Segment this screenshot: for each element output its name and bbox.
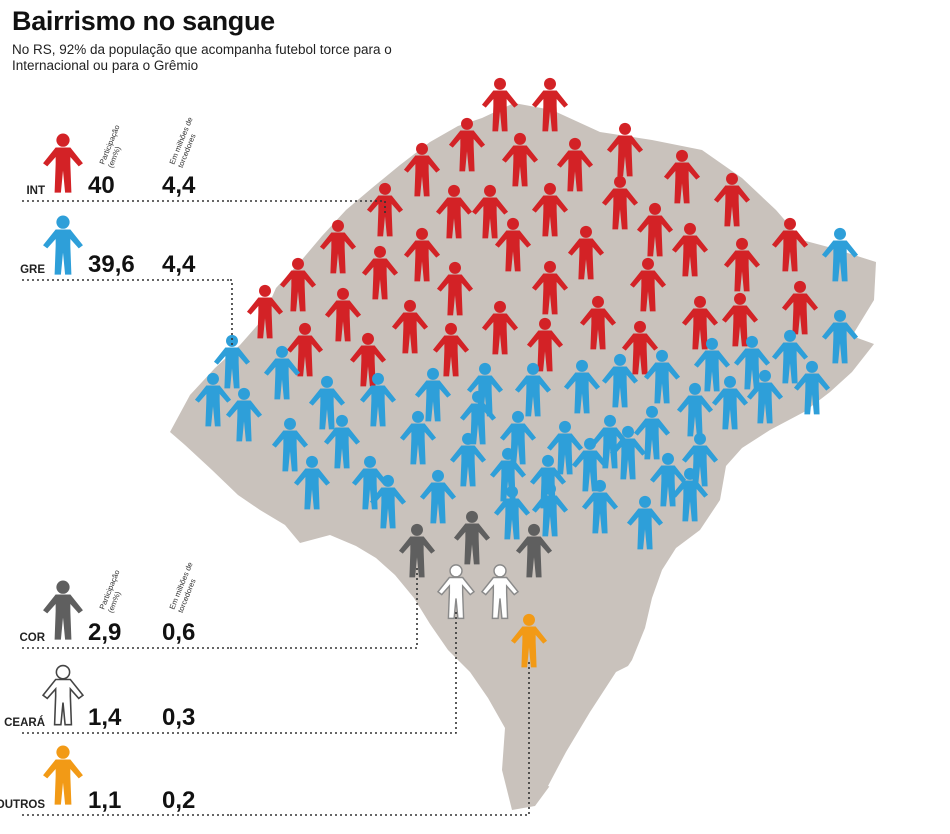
legend-team-int: INT <box>26 185 45 197</box>
lagoon-south <box>548 660 640 790</box>
legend-team-cor: COR <box>19 632 45 644</box>
column-header-fans-bottom: Em milhões detorcedores <box>168 561 204 614</box>
legend-fans-gre: 4,4 <box>162 251 196 278</box>
leader-line-cor <box>230 568 418 649</box>
legend-icon-int <box>43 133 83 193</box>
lagoon <box>645 440 812 640</box>
legend-fans-cor: 0,6 <box>162 619 195 646</box>
leader-line-gre <box>230 279 233 345</box>
legend-fans-outros: 0,2 <box>162 787 195 814</box>
legend-icon-ceara <box>42 664 84 726</box>
legend-team-gre: GRE <box>20 264 45 276</box>
legend-share-gre: 39,6 <box>88 251 135 278</box>
legend-icon-cor <box>43 580 83 640</box>
leader-line-int <box>230 200 386 216</box>
column-header-share-bottom: Participação(em%) <box>98 569 130 614</box>
leader-line-ceara <box>230 610 457 734</box>
legend-share-outros: 1,1 <box>88 787 121 814</box>
column-header-share-top: Participação(em%) <box>98 124 130 169</box>
legend-team-outros: OUTROS <box>0 799 45 811</box>
legend-share-int: 40 <box>88 172 115 199</box>
infographic-title: Bairrismo no sangue <box>12 6 275 36</box>
legend-team-ceara: CEARÁ <box>4 716 45 729</box>
legend-share-cor: 2,9 <box>88 619 121 646</box>
legend-fans-ceara: 0,3 <box>162 704 195 731</box>
legend-fans-int: 4,4 <box>162 172 196 199</box>
legend-icon-gre <box>43 215 83 275</box>
legend-share-ceara: 1,4 <box>88 704 122 731</box>
column-header-fans-top: Em milhões detorcedores <box>168 116 204 169</box>
infographic-subtitle: No RS, 92% da população que acompanha fu… <box>12 42 392 73</box>
legend-icon-outros <box>43 745 83 805</box>
